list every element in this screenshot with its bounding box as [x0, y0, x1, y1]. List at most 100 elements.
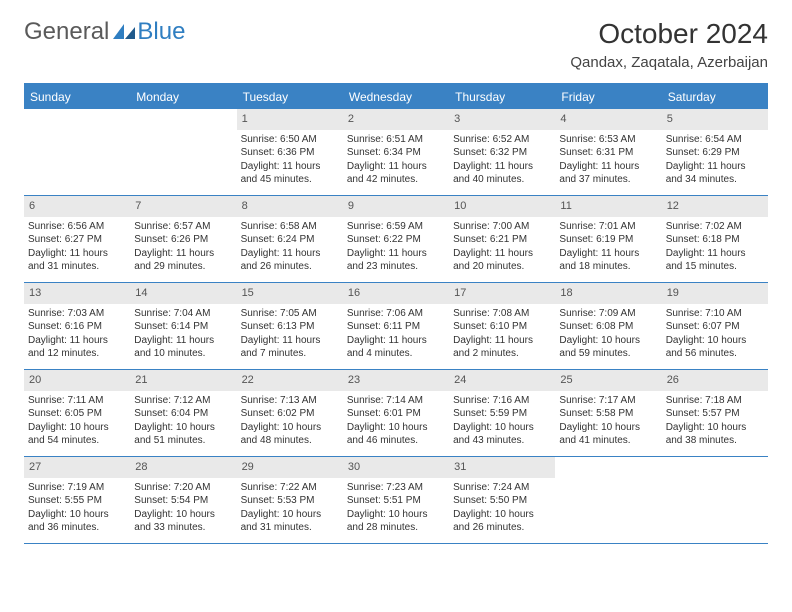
sunset-text: Sunset: 6:26 PM — [134, 233, 232, 247]
day-cell: 12Sunrise: 7:02 AMSunset: 6:18 PMDayligh… — [662, 196, 768, 282]
day-number: 3 — [449, 109, 555, 130]
day-body: Sunrise: 6:59 AMSunset: 6:22 PMDaylight:… — [343, 217, 449, 278]
day-cell: 26Sunrise: 7:18 AMSunset: 5:57 PMDayligh… — [662, 370, 768, 456]
daylight-text: and 28 minutes. — [347, 521, 445, 535]
sunset-text: Sunset: 6:05 PM — [28, 407, 126, 421]
day-cell: 6Sunrise: 6:56 AMSunset: 6:27 PMDaylight… — [24, 196, 130, 282]
sunset-text: Sunset: 6:18 PM — [666, 233, 764, 247]
day-body: Sunrise: 7:01 AMSunset: 6:19 PMDaylight:… — [555, 217, 661, 278]
daylight-text: Daylight: 10 hours — [134, 421, 232, 435]
sunset-text: Sunset: 6:13 PM — [241, 320, 339, 334]
daylight-text: and 54 minutes. — [28, 434, 126, 448]
sunrise-text: Sunrise: 6:51 AM — [347, 133, 445, 147]
day-cell: 8Sunrise: 6:58 AMSunset: 6:24 PMDaylight… — [237, 196, 343, 282]
daylight-text: Daylight: 11 hours — [28, 334, 126, 348]
sunset-text: Sunset: 6:02 PM — [241, 407, 339, 421]
daylight-text: Daylight: 11 hours — [453, 247, 551, 261]
daylight-text: and 2 minutes. — [453, 347, 551, 361]
day-number: 1 — [237, 109, 343, 130]
daylight-text: Daylight: 11 hours — [241, 160, 339, 174]
day-cell: 30Sunrise: 7:23 AMSunset: 5:51 PMDayligh… — [343, 457, 449, 543]
day-number: 30 — [343, 457, 449, 478]
weekday-monday: Monday — [130, 85, 236, 109]
day-number: 12 — [662, 196, 768, 217]
logo-text-1: General — [24, 18, 109, 46]
day-number: 7 — [130, 196, 236, 217]
sunset-text: Sunset: 6:32 PM — [453, 146, 551, 160]
day-body: Sunrise: 7:14 AMSunset: 6:01 PMDaylight:… — [343, 391, 449, 452]
sunrise-text: Sunrise: 7:13 AM — [241, 394, 339, 408]
sunset-text: Sunset: 6:07 PM — [666, 320, 764, 334]
weekday-saturday: Saturday — [662, 85, 768, 109]
header: General Blue October 2024 Qandax, Zaqata… — [24, 18, 768, 71]
day-cell — [24, 109, 130, 195]
day-number: 19 — [662, 283, 768, 304]
logo-text-2: Blue — [137, 18, 185, 46]
weekday-thursday: Thursday — [449, 85, 555, 109]
day-body: Sunrise: 7:04 AMSunset: 6:14 PMDaylight:… — [130, 304, 236, 365]
daylight-text: and 26 minutes. — [241, 260, 339, 274]
sunset-text: Sunset: 6:10 PM — [453, 320, 551, 334]
day-number: 28 — [130, 457, 236, 478]
sunset-text: Sunset: 6:21 PM — [453, 233, 551, 247]
day-body: Sunrise: 6:57 AMSunset: 6:26 PMDaylight:… — [130, 217, 236, 278]
daylight-text: Daylight: 11 hours — [559, 160, 657, 174]
daylight-text: and 56 minutes. — [666, 347, 764, 361]
day-cell: 13Sunrise: 7:03 AMSunset: 6:16 PMDayligh… — [24, 283, 130, 369]
day-number: 9 — [343, 196, 449, 217]
day-body: Sunrise: 7:20 AMSunset: 5:54 PMDaylight:… — [130, 478, 236, 539]
day-cell: 16Sunrise: 7:06 AMSunset: 6:11 PMDayligh… — [343, 283, 449, 369]
day-body: Sunrise: 7:24 AMSunset: 5:50 PMDaylight:… — [449, 478, 555, 539]
sunrise-text: Sunrise: 7:12 AM — [134, 394, 232, 408]
daylight-text: Daylight: 10 hours — [453, 508, 551, 522]
sunset-text: Sunset: 5:55 PM — [28, 494, 126, 508]
month-title: October 2024 — [570, 18, 768, 50]
sunset-text: Sunset: 6:01 PM — [347, 407, 445, 421]
sunrise-text: Sunrise: 7:09 AM — [559, 307, 657, 321]
logo-sail-icon — [113, 24, 135, 40]
title-block: October 2024 Qandax, Zaqatala, Azerbaija… — [570, 18, 768, 71]
daylight-text: and 26 minutes. — [453, 521, 551, 535]
sunset-text: Sunset: 6:16 PM — [28, 320, 126, 334]
daylight-text: and 33 minutes. — [134, 521, 232, 535]
day-cell: 24Sunrise: 7:16 AMSunset: 5:59 PMDayligh… — [449, 370, 555, 456]
weekday-sunday: Sunday — [24, 85, 130, 109]
day-number: 18 — [555, 283, 661, 304]
daylight-text: and 29 minutes. — [134, 260, 232, 274]
sunrise-text: Sunrise: 6:52 AM — [453, 133, 551, 147]
daylight-text: and 20 minutes. — [453, 260, 551, 274]
day-body: Sunrise: 7:18 AMSunset: 5:57 PMDaylight:… — [662, 391, 768, 452]
day-cell: 3Sunrise: 6:52 AMSunset: 6:32 PMDaylight… — [449, 109, 555, 195]
day-cell: 15Sunrise: 7:05 AMSunset: 6:13 PMDayligh… — [237, 283, 343, 369]
sunrise-text: Sunrise: 7:17 AM — [559, 394, 657, 408]
day-body: Sunrise: 6:52 AMSunset: 6:32 PMDaylight:… — [449, 130, 555, 191]
day-cell: 18Sunrise: 7:09 AMSunset: 6:08 PMDayligh… — [555, 283, 661, 369]
sunrise-text: Sunrise: 6:50 AM — [241, 133, 339, 147]
day-body: Sunrise: 7:09 AMSunset: 6:08 PMDaylight:… — [555, 304, 661, 365]
daylight-text: Daylight: 10 hours — [559, 334, 657, 348]
day-cell: 9Sunrise: 6:59 AMSunset: 6:22 PMDaylight… — [343, 196, 449, 282]
daylight-text: Daylight: 11 hours — [666, 160, 764, 174]
daylight-text: and 4 minutes. — [347, 347, 445, 361]
day-body: Sunrise: 7:23 AMSunset: 5:51 PMDaylight:… — [343, 478, 449, 539]
daylight-text: Daylight: 11 hours — [241, 247, 339, 261]
daylight-text: Daylight: 11 hours — [453, 334, 551, 348]
week-row: 6Sunrise: 6:56 AMSunset: 6:27 PMDaylight… — [24, 196, 768, 283]
day-body: Sunrise: 7:06 AMSunset: 6:11 PMDaylight:… — [343, 304, 449, 365]
daylight-text: Daylight: 10 hours — [666, 334, 764, 348]
day-cell: 7Sunrise: 6:57 AMSunset: 6:26 PMDaylight… — [130, 196, 236, 282]
day-cell: 20Sunrise: 7:11 AMSunset: 6:05 PMDayligh… — [24, 370, 130, 456]
sunset-text: Sunset: 6:11 PM — [347, 320, 445, 334]
daylight-text: and 40 minutes. — [453, 173, 551, 187]
day-number: 11 — [555, 196, 661, 217]
day-cell: 10Sunrise: 7:00 AMSunset: 6:21 PMDayligh… — [449, 196, 555, 282]
daylight-text: Daylight: 10 hours — [347, 421, 445, 435]
daylight-text: and 43 minutes. — [453, 434, 551, 448]
logo: General Blue — [24, 18, 185, 46]
day-cell: 11Sunrise: 7:01 AMSunset: 6:19 PMDayligh… — [555, 196, 661, 282]
sunrise-text: Sunrise: 7:14 AM — [347, 394, 445, 408]
daylight-text: Daylight: 10 hours — [28, 421, 126, 435]
daylight-text: Daylight: 11 hours — [347, 334, 445, 348]
daylight-text: and 10 minutes. — [134, 347, 232, 361]
day-cell — [555, 457, 661, 543]
